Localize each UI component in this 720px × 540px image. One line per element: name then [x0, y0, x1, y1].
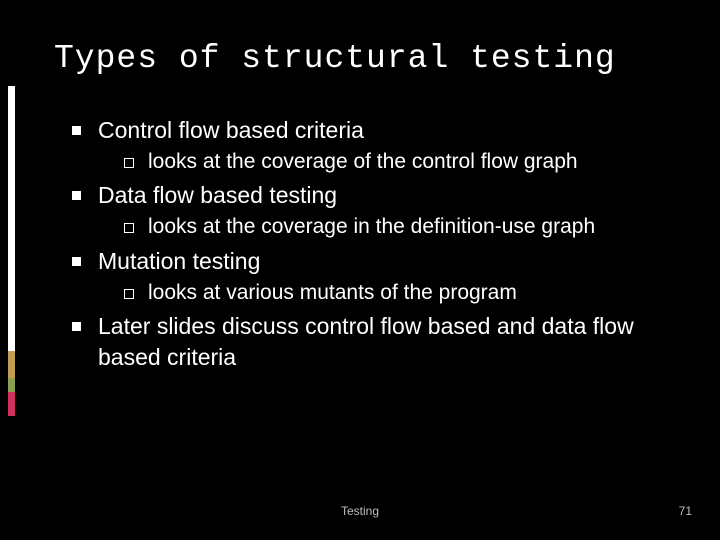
accent-bar-gold [8, 351, 15, 378]
sub-bullet-item: looks at various mutants of the program [124, 279, 666, 307]
accent-bar-green [8, 378, 15, 393]
footer-label: Testing [0, 504, 720, 518]
sub-bullet-item: looks at the coverage of the control flo… [124, 148, 666, 176]
bullet-text: Later slides discuss control flow based … [98, 313, 634, 370]
bullet-item: Later slides discuss control flow based … [72, 311, 666, 373]
sub-bullet-text: looks at various mutants of the program [148, 281, 517, 304]
bullet-text: Data flow based testing [98, 182, 337, 208]
sub-bullet-list: looks at the coverage in the definition-… [98, 213, 666, 241]
sub-bullet-text: looks at the coverage in the definition-… [148, 215, 595, 238]
footer-page-number: 71 [679, 504, 692, 518]
sub-bullet-list: looks at the coverage of the control flo… [98, 148, 666, 176]
accent-bar-white [8, 86, 15, 351]
slide-content: Control flow based criteria looks at the… [54, 115, 666, 373]
accent-bar-red [8, 392, 15, 416]
slide: Types of structural testing Control flow… [0, 0, 720, 540]
bullet-list: Control flow based criteria looks at the… [54, 115, 666, 373]
bullet-item: Control flow based criteria looks at the… [72, 115, 666, 176]
bullet-text: Mutation testing [98, 248, 260, 274]
accent-bars [8, 86, 15, 416]
bullet-item: Data flow based testing looks at the cov… [72, 180, 666, 241]
bullet-item: Mutation testing looks at various mutant… [72, 246, 666, 307]
sub-bullet-item: looks at the coverage in the definition-… [124, 213, 666, 241]
sub-bullet-list: looks at various mutants of the program [98, 279, 666, 307]
bullet-text: Control flow based criteria [98, 117, 364, 143]
sub-bullet-text: looks at the coverage of the control flo… [148, 150, 578, 173]
slide-title: Types of structural testing [54, 40, 666, 77]
